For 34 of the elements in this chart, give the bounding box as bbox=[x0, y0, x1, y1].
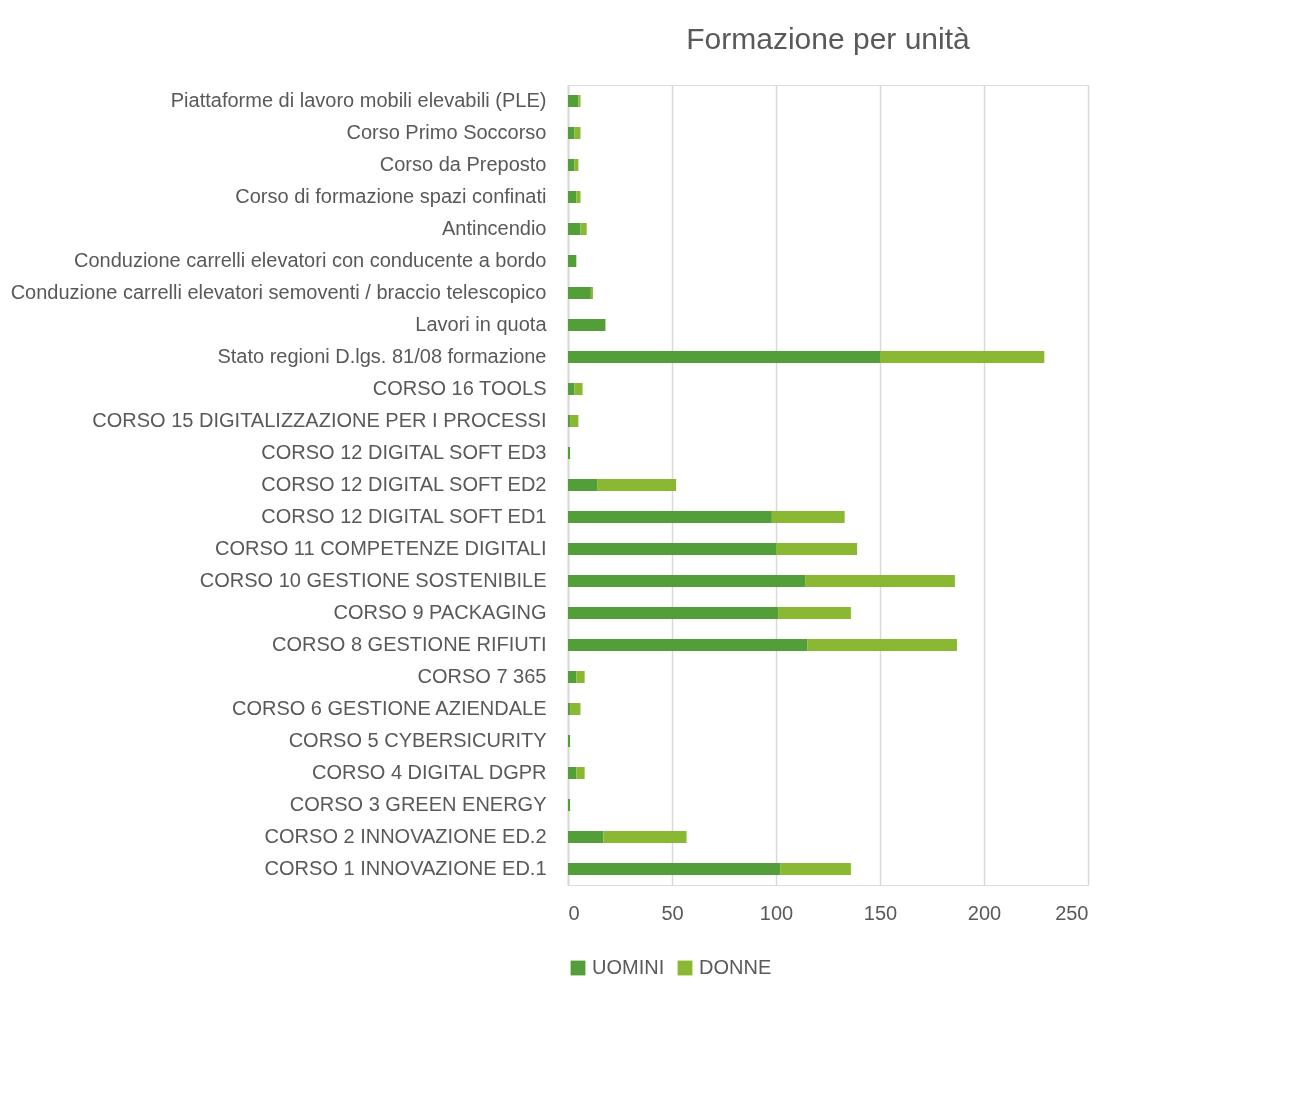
y-tick-label: CORSO 8 GESTIONE RIFIUTI bbox=[272, 633, 547, 655]
y-tick-label: CORSO 7 365 bbox=[417, 665, 547, 687]
y-tick-label: Conduzione carrelli elevatori semoventi / braccio telescopico bbox=[10, 281, 547, 303]
legend-label: UOMINI bbox=[592, 956, 665, 978]
y-tick-label: CORSO 5 CYBERSICURITY bbox=[288, 729, 547, 751]
y-tick-label: CORSO 2 INNOVAZIONE ED.2 bbox=[264, 825, 547, 847]
y-tick-label: Corso Primo Soccorso bbox=[346, 121, 547, 143]
x-tick-label: 250 bbox=[1055, 901, 1089, 924]
y-tick-label: CORSO 9 PACKAGING bbox=[333, 601, 547, 623]
x-tick-label: 0 bbox=[568, 901, 580, 924]
x-tick-label: 200 bbox=[967, 901, 1002, 924]
y-tick-label: CORSO 12 DIGITAL SOFT ED3 bbox=[261, 441, 547, 463]
y-tick-label: CORSO 3 GREEN ENERGY bbox=[289, 793, 547, 815]
legend-label: DONNE bbox=[699, 956, 772, 978]
x-tick-label: 150 bbox=[863, 901, 898, 924]
y-tick-label: Corso da Preposto bbox=[379, 153, 547, 175]
y-tick-label: Piattaforme di lavoro mobili elevabili (PLE) bbox=[170, 89, 547, 111]
y-tick-label: CORSO 10 GESTIONE SOSTENIBILE bbox=[199, 569, 547, 591]
y-tick-label: Corso di formazione spazi confinati bbox=[235, 185, 547, 207]
x-tick-label: 50 bbox=[661, 901, 684, 924]
y-tick-label: Stato regioni D.lgs. 81/08 formazione bbox=[217, 345, 547, 367]
y-tick-label: CORSO 16 TOOLS bbox=[372, 377, 547, 399]
y-tick-label: Conduzione carrelli elevatori con conducente a bordo bbox=[73, 249, 547, 271]
chart-title: Formazione per unità bbox=[686, 22, 971, 55]
x-tick-label: 100 bbox=[759, 901, 794, 924]
y-tick-label: CORSO 6 GESTIONE AZIENDALE bbox=[231, 697, 547, 719]
y-tick-label: Antincendio bbox=[441, 217, 547, 239]
y-tick-label: CORSO 4 DIGITAL DGPR bbox=[312, 761, 547, 783]
y-tick-label: CORSO 11 COMPETENZE DIGITALI bbox=[214, 537, 547, 559]
y-tick-label: CORSO 1 INNOVAZIONE ED.1 bbox=[264, 857, 547, 879]
y-tick-label: CORSO 12 DIGITAL SOFT ED1 bbox=[261, 505, 547, 527]
y-tick-label: Lavori in quota bbox=[415, 313, 548, 335]
y-tick-label: CORSO 15 DIGITALIZZAZIONE PER I PROCESSI bbox=[92, 409, 547, 431]
y-tick-label: CORSO 12 DIGITAL SOFT ED2 bbox=[261, 473, 547, 495]
